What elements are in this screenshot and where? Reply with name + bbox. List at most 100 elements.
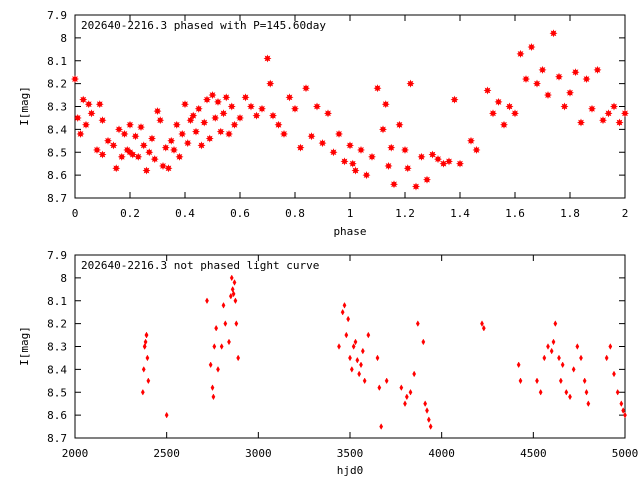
phased-data-point [227,102,236,111]
phased-data-point [258,104,266,113]
phased-data-point [489,109,497,118]
phased-data-point [139,141,148,150]
phased-data-point [142,166,151,175]
unphased-data-point [227,338,231,346]
unphased-data-point [558,377,563,385]
phased-data-point [280,129,288,138]
phased-data-point [172,120,181,129]
unphased-y-tick-label: 8.4 [47,363,67,376]
phased-data-point [381,100,390,109]
phased-data-point [214,97,222,106]
phased-data-point [599,116,607,125]
unphased-data-point [205,297,209,305]
unphased-data-point [421,338,426,346]
unphased-data-point [342,302,347,309]
phased-data-point [483,86,492,95]
unphased-data-point [164,411,169,419]
phased-data-point [178,129,187,138]
phased-data-point [527,43,536,51]
unphased-y-axis-label: I[mag] [18,326,31,366]
phased-data-point [439,159,448,168]
unphased-data-point [408,388,413,396]
phased-data-point [340,157,349,166]
unphased-x-tick-label: 5000 [612,447,639,460]
unphased-data-point [359,361,363,369]
phased-data-point [156,116,165,125]
unphased-data-point [233,297,238,305]
phased-x-tick-label: 0.2 [120,207,140,220]
unphased-data-point [399,384,404,391]
unphased-data-point [145,354,150,362]
phased-data-point [357,145,365,154]
unphased-y-tick-label: 8 [60,272,67,285]
phased-data-point [159,162,167,170]
phased-data-point [79,95,88,104]
phased-data-point [236,113,244,122]
phased-data-point [555,72,563,81]
phased-data-point [505,102,514,111]
phased-data-point [615,118,624,127]
phased-data-point [95,100,104,109]
phased-y-tick-label: 8.4 [47,123,67,136]
unphased-data-point [423,400,428,407]
unphased-data-point [230,286,235,293]
phased-data-point [211,113,220,122]
phased-data-point [170,145,178,154]
unphased-data-point [348,354,352,362]
phased-data-point [145,148,154,157]
phased-data-point [161,143,170,152]
unphased-data-point [412,370,417,378]
phased-data-point [403,164,412,173]
phased-data-point [335,129,343,138]
phased-data-point [225,129,233,138]
phased-chart-title: 202640-2216.3 phased with P=145.60day [81,19,326,32]
unphased-data-point [549,347,554,355]
unphased-x-tick-label: 2000 [62,447,89,460]
phased-data-point [582,75,591,84]
phased-data-point [368,152,376,161]
phased-data-point [186,116,195,125]
phased-data-point [604,109,613,118]
unphased-data-point [377,384,382,391]
phased-data-point [189,111,198,120]
phased-data-point [494,97,503,106]
phased-y-tick-label: 8.3 [47,101,67,114]
phased-data-point [610,102,618,111]
phased-data-point [296,143,305,152]
phased-data-point [137,123,145,132]
phased-data-point [346,141,354,150]
phased-data-point [387,143,396,152]
phased-x-tick-label: 0.4 [175,207,195,220]
phased-data-point [456,159,464,168]
phased-data-point [84,100,93,109]
phased-data-point [373,84,382,93]
unphased-data-point [612,370,616,378]
unphased-data-point [415,320,420,327]
phased-x-tick-label: 1.8 [560,207,580,220]
unphased-data-point [346,315,351,323]
phased-light-curve-panel: 0 0.2 0.4 0.6 0.8 1 1.2 1.4 1.6 1.8 2 7.9 8 8.1 8.2 8.3… [18,9,629,238]
phased-data-point [230,120,239,129]
phased-data-point [266,79,275,88]
phased-data-point [445,157,453,166]
phased-data-point [73,113,82,122]
phased-data-point [560,102,569,111]
unphased-data-point [140,388,145,396]
unphased-data-point [404,393,409,401]
unphased-y-tick-label: 8.7 [47,432,67,445]
phased-data-point [593,65,602,74]
unphased-data-point [615,388,620,396]
phased-x-tick-label: 1.2 [395,207,415,220]
phased-data-point [362,171,371,180]
unphased-data-point [211,393,216,401]
unphased-x-tick-label: 4000 [428,447,455,460]
phased-y-tick-label: 8.5 [47,146,67,159]
unphased-data-point [232,279,237,286]
unphased-data-point [236,354,241,362]
phased-data-point [516,49,525,58]
phased-y-tick-label: 8.1 [47,55,67,68]
unphased-tick-labels: 2000 2500 3000 3500 4000 4500 5000 7.9 8 8.1 8.2 8.… [47,249,638,460]
phased-axis-ticks [74,14,626,199]
unphased-y-tick-label: 8.5 [47,386,67,399]
